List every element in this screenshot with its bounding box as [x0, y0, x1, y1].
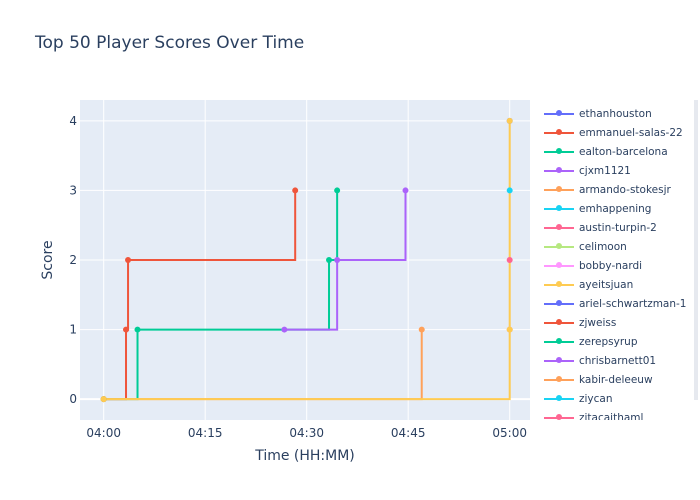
legend-swatch — [544, 237, 574, 256]
legend-swatch — [544, 351, 574, 370]
data-point-cjxm1121[interactable] — [334, 257, 341, 263]
data-point-ealton-barcelona[interactable] — [326, 257, 333, 263]
y-tick-label: 2 — [69, 253, 77, 267]
legend-swatch — [544, 332, 574, 351]
legend-item-ealton-barcelona[interactable]: ealton-barcelona — [544, 142, 668, 161]
legend-item-ziycan[interactable]: ziycan — [544, 389, 613, 408]
legend-label: zerepsyrup — [579, 335, 638, 348]
legend-item-zitacaithaml[interactable]: zitacaithaml — [544, 408, 643, 420]
legend-item-cjxm1121[interactable]: cjxm1121 — [544, 161, 631, 180]
legend-swatch — [544, 199, 574, 218]
legend-swatch — [544, 275, 574, 294]
legend-label: ayeitsjuan — [579, 278, 634, 291]
legend-swatch — [544, 104, 574, 123]
legend-swatch — [544, 313, 574, 332]
data-point-cjxm1121[interactable] — [402, 187, 409, 194]
legend-label: ealton-barcelona — [579, 145, 668, 158]
series-line-ayeitsjuan — [103, 120, 511, 401]
data-point-ealton-barcelona[interactable] — [134, 326, 141, 333]
data-point-emmanuel-salas-22[interactable] — [125, 257, 132, 263]
legend-swatch — [544, 142, 574, 161]
data-point-ayeitsjuan[interactable] — [100, 396, 107, 403]
legend-item-emmanuel-salas-22[interactable]: emmanuel-salas-22 — [544, 123, 683, 142]
legend-label: ariel-schwartzman-1 — [579, 297, 687, 310]
y-tick-label: 3 — [69, 183, 77, 197]
y-tick-label: 4 — [69, 114, 77, 128]
data-point-emhappening[interactable] — [506, 187, 513, 194]
x-tick-label: 05:00 — [492, 426, 527, 440]
data-point-austin-turpin-2[interactable] — [506, 257, 513, 263]
legend[interactable]: ethanhouston emmanuel-salas-22 ealton-barc… — [540, 100, 698, 420]
data-point-armando-stokesjr[interactable] — [418, 326, 425, 333]
data-point-cjxm1121[interactable] — [281, 326, 288, 333]
legend-label: armando-stokesjr — [579, 183, 671, 196]
legend-scrollbar[interactable] — [694, 100, 698, 400]
legend-swatch — [544, 389, 574, 408]
data-point-ayeitsjuan[interactable] — [506, 117, 513, 124]
legend-label: ziycan — [579, 392, 613, 405]
x-tick-label: 04:00 — [86, 426, 121, 440]
legend-item-ayeitsjuan[interactable]: ayeitsjuan — [544, 275, 633, 294]
legend-item-ethanhouston[interactable]: ethanhouston — [544, 104, 652, 123]
y-axis-label: Score — [40, 240, 56, 279]
legend-swatch — [544, 408, 574, 420]
axis-ticks: 04:00 04:15 04:30 04:45 05:00 0 1 2 3 4 — [69, 114, 527, 440]
x-tick-label: 04:15 — [188, 426, 223, 440]
legend-label: ethanhouston — [579, 107, 652, 120]
legend-swatch — [544, 218, 574, 237]
legend-item-armando-stokesjr[interactable]: armando-stokesjr — [544, 180, 671, 199]
legend-item-kabir-deleeuw[interactable]: kabir-deleeuw — [544, 370, 653, 389]
legend-label: cjxm1121 — [579, 164, 631, 177]
data-point-emmanuel-salas-22[interactable] — [292, 187, 299, 194]
legend-item-celimoon[interactable]: celimoon — [544, 237, 627, 256]
chart-title: Top 50 Player Scores Over Time — [35, 33, 305, 53]
x-tick-label: 04:45 — [391, 426, 426, 440]
legend-label: emmanuel-salas-22 — [579, 126, 683, 139]
legend-label: zjweiss — [579, 316, 617, 329]
x-tick-label: 04:30 — [289, 426, 324, 440]
legend-swatch — [544, 161, 574, 180]
legend-swatch — [544, 294, 574, 313]
y-tick-label: 0 — [69, 392, 77, 406]
legend-item-austin-turpin-2[interactable]: austin-turpin-2 — [544, 218, 657, 237]
legend-label: austin-turpin-2 — [579, 221, 657, 234]
series-markers — [100, 117, 513, 403]
legend-label: zitacaithaml — [579, 411, 644, 421]
legend-swatch — [544, 256, 574, 275]
legend-swatch — [544, 180, 574, 199]
legend-label: emhappening — [579, 202, 652, 215]
legend-item-zerepsyrup[interactable]: zerepsyrup — [544, 332, 638, 351]
legend-label: celimoon — [579, 240, 627, 253]
legend-item-zjweiss[interactable]: zjweiss — [544, 313, 616, 332]
data-point-emmanuel-salas-22[interactable] — [123, 326, 130, 333]
x-axis-label: Time (HH:MM) — [254, 448, 355, 464]
legend-label: kabir-deleeuw — [579, 373, 653, 386]
legend-item-bobby-nardi[interactable]: bobby-nardi — [544, 256, 642, 275]
legend-swatch — [544, 370, 574, 389]
legend-item-ariel-schwartzman-1[interactable]: ariel-schwartzman-1 — [544, 294, 687, 313]
y-tick-label: 1 — [69, 323, 77, 337]
legend-swatch — [544, 123, 574, 142]
legend-label: chrisbarnett01 — [579, 354, 657, 367]
legend-label: bobby-nardi — [579, 259, 643, 272]
legend-item-chrisbarnett01[interactable]: chrisbarnett01 — [544, 351, 656, 370]
data-point-ayeitsjuan[interactable] — [506, 326, 513, 333]
data-point-ealton-barcelona[interactable] — [334, 187, 341, 194]
legend-item-emhappening[interactable]: emhappening — [544, 199, 651, 218]
